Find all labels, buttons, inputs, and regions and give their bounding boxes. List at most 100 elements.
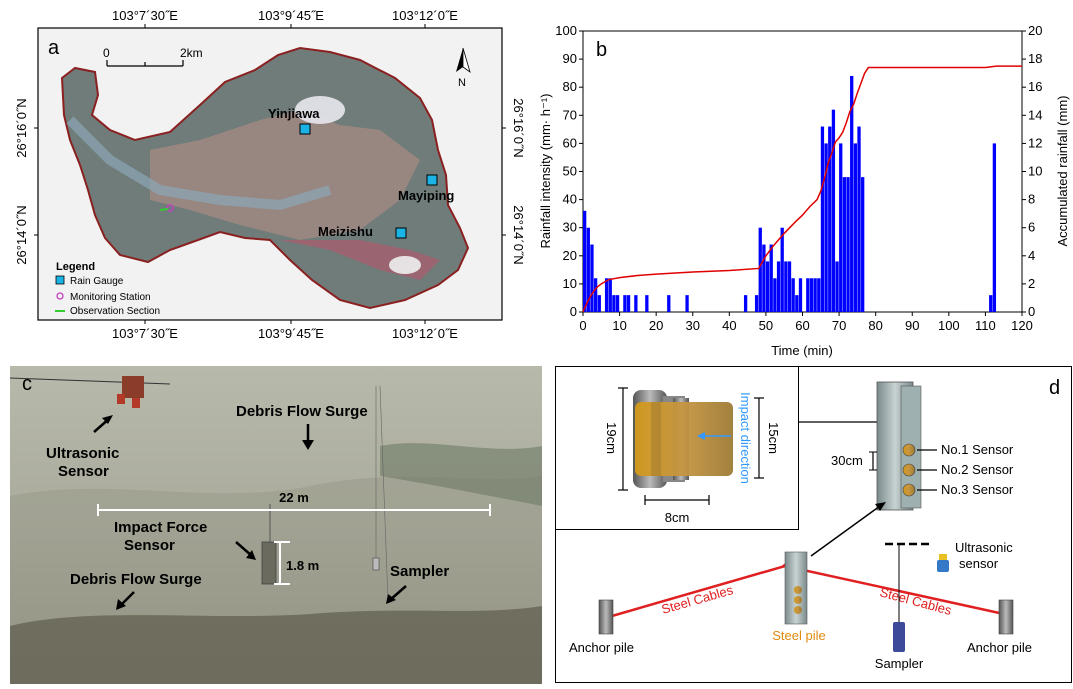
steel-pile-label: Steel pile (772, 628, 825, 643)
legend-monitoring: Monitoring Station (70, 292, 151, 303)
y-tick-label: 80 (563, 79, 577, 94)
right-lat-tick-2: 26°14´0˝N (511, 205, 526, 264)
place-yinjiawa: Yinjiawa (268, 106, 320, 121)
rainfall-bar (597, 295, 601, 312)
y-tick-label: 40 (563, 192, 577, 207)
y2-tick-label: 16 (1028, 79, 1042, 94)
top-lon-tick-1: 103°7´30˝E (112, 8, 178, 23)
legend-rain-gauge: Rain Gauge (70, 276, 124, 287)
rainfall-bar (813, 278, 817, 312)
bottom-lon-tick-2: 103°9´45˝E (258, 326, 324, 340)
rainfall-bar (604, 278, 609, 312)
rainfall-bar (839, 143, 843, 312)
rainfall-bar (754, 295, 759, 312)
x-tick-label: 0 (579, 318, 586, 333)
sensor-3 (902, 483, 916, 497)
scale-zero: 0 (103, 46, 110, 60)
panel-c-svg: 22 m 1.8 m c Ultrasonic Sensor Debris Flo… (9, 366, 542, 684)
rainfall-bar (857, 126, 861, 312)
x-tick-label: 20 (649, 318, 663, 333)
left-lat-tick-1: 26°16´0˝N (14, 98, 29, 157)
surge-bottom-label: Debris Flow Surge (70, 571, 202, 588)
dim-8cm-label: 8cm (665, 510, 690, 525)
ultrasonic-sensor-icon (937, 560, 949, 572)
y2-tick-label: 14 (1028, 107, 1042, 122)
rainfall-bar (634, 295, 638, 312)
y-tick-label: 0 (570, 304, 577, 319)
panel-d: Impact direction 19cm 15cm 8cm No.1 Sens… (555, 366, 1073, 684)
rainfall-bar (590, 244, 594, 312)
impact-direction-label: Impact direction (738, 392, 753, 484)
panel-d-letter: d (1049, 377, 1060, 399)
y-tick-label: 50 (563, 164, 577, 179)
rainfall-bar (776, 261, 781, 312)
sampler-device (372, 557, 380, 571)
ultrasonic-sensor-device (122, 376, 144, 398)
y-tick-label: 30 (563, 220, 577, 235)
rainfall-bar (586, 227, 590, 312)
anchor-pile-right (998, 599, 1014, 635)
panel-a: Yinjiawa Mayiping Meizishu a 0 2km N Leg… (0, 0, 540, 341)
sensor-3-label: No.3 Sensor (941, 482, 1014, 497)
y-tick-label: 20 (563, 248, 577, 263)
rainfall-bar (667, 295, 671, 312)
bottom-lon-tick-3: 103°12´0˝E (392, 326, 458, 340)
rainfall-bar (842, 177, 847, 312)
surge-top-label: Debris Flow Surge (236, 403, 368, 420)
place-meizishu: Meizishu (318, 224, 373, 239)
sensor-2 (902, 463, 916, 477)
legend-title: Legend (56, 261, 95, 273)
y2-tick-label: 2 (1028, 276, 1035, 291)
height-label: 1.8 m (286, 558, 319, 573)
sensor-1 (902, 443, 916, 457)
rainfall-bar (765, 261, 770, 312)
sampler-label: Sampler (390, 563, 449, 580)
rainfall-bar (831, 109, 836, 313)
main-channel (66, 116, 332, 211)
x-tick-label: 90 (905, 318, 919, 333)
x-tick-label: 10 (612, 318, 626, 333)
x-tick-label: 60 (795, 318, 809, 333)
rainfall-bar (787, 261, 792, 312)
panel-b-letter: b (596, 39, 607, 61)
y-tick-label: 10 (563, 276, 577, 291)
x-tick-label: 100 (938, 318, 960, 333)
rainfall-bar (820, 126, 825, 312)
legend-monitoring-icon (56, 292, 64, 300)
rainfall-bar (835, 261, 839, 312)
spacing-label: 30cm (831, 453, 863, 468)
legend-observation: Observation Section (70, 306, 160, 317)
rainfall-bar (824, 143, 828, 312)
panel-c-letter: c (22, 373, 32, 395)
x-tick-label: 70 (832, 318, 846, 333)
place-mayiping: Mayiping (398, 188, 454, 203)
sensor-face (635, 402, 733, 476)
y2-tick-label: 8 (1028, 192, 1035, 207)
bottom-lon-tick-1: 103°7´30˝E (112, 326, 178, 340)
x-tick-label: 50 (759, 318, 773, 333)
panel-a-svg: Yinjiawa Mayiping Meizishu a 0 2km N Leg… (14, 8, 526, 341)
rainfall-bar (769, 244, 773, 312)
north-label: N (458, 77, 466, 89)
top-lon-tick-2: 103°9´45˝E (258, 8, 324, 23)
rainfall-bar (615, 295, 620, 312)
rainfall-bar (645, 295, 649, 312)
rainfall-bar (853, 143, 858, 312)
rainfall-bar (780, 227, 784, 312)
y2-tick-label: 0 (1028, 304, 1035, 319)
y-tick-label: 90 (563, 51, 577, 66)
chart-bars (583, 75, 997, 313)
rainfall-bar (758, 227, 762, 312)
sampler-icon (893, 622, 905, 652)
rainfall-bar (828, 126, 832, 312)
y-tick-label: 60 (563, 135, 577, 150)
panel-a-letter: a (48, 37, 60, 59)
legend-rain-gauge-icon (55, 275, 65, 285)
rainfall-bar (795, 295, 799, 312)
dim-19cm-label: 19cm (604, 422, 619, 454)
y2-tick-label: 12 (1028, 135, 1042, 150)
width-label: 22 m (279, 490, 309, 505)
x-tick-label: 40 (722, 318, 736, 333)
observation-section-marker (159, 208, 169, 211)
rainfall-bar (992, 143, 997, 312)
